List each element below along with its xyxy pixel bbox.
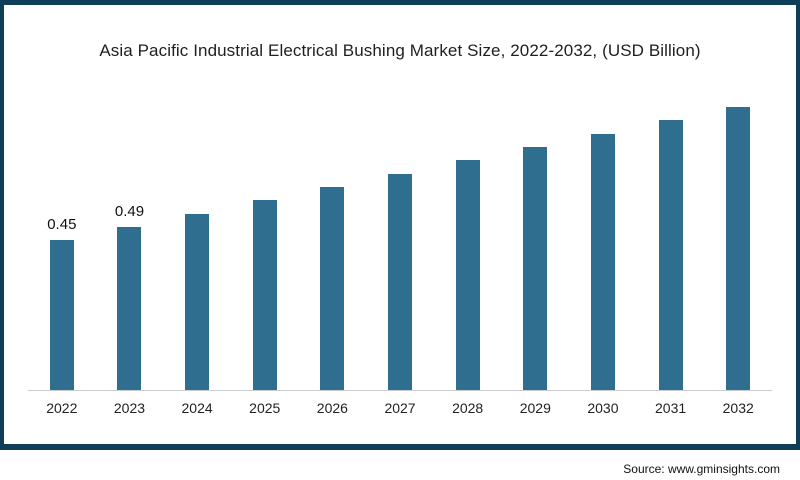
bar-2029 <box>523 147 548 390</box>
bar-slot-2022: 0.45 <box>28 216 96 390</box>
bar-2026 <box>320 187 345 390</box>
x-tick-2028: 2028 <box>452 400 484 416</box>
bar-slot-2026 <box>299 187 367 390</box>
bar-slot-2029 <box>501 147 569 390</box>
bar-2025 <box>252 200 277 390</box>
bar-slot-2032 <box>704 107 772 390</box>
bar-slot-2023: 0.49 <box>96 203 164 390</box>
source-credit: Source: www.gminsights.com <box>623 462 780 476</box>
x-tick-2025: 2025 <box>249 400 281 416</box>
bar-2023 <box>117 227 142 390</box>
plot-area: 0.45 0.49 <box>28 93 772 391</box>
x-tick-2023: 2023 <box>113 400 146 416</box>
x-tick-2027: 2027 <box>384 400 416 416</box>
data-label-2022: 0.45 <box>47 216 77 233</box>
bar-2030 <box>590 134 615 390</box>
bar-2031 <box>658 120 683 390</box>
bar-2022 <box>49 240 74 390</box>
bar-2032 <box>726 107 751 390</box>
bar-2028 <box>455 160 480 390</box>
x-tick-2030: 2030 <box>587 400 619 416</box>
x-tick-2022: 2022 <box>46 400 78 416</box>
chart-frame: Asia Pacific Industrial Electrical Bushi… <box>4 41 796 480</box>
chart-title: Asia Pacific Industrial Electrical Bushi… <box>99 41 701 60</box>
x-axis-tick-labels: 2022 2023 2024 2025 2026 2027 2028 2029 2030 2031… <box>28 391 772 416</box>
x-tick-2032: 2032 <box>722 400 754 416</box>
bar-slot-2025 <box>231 200 299 390</box>
x-tick-2024: 2024 <box>181 400 213 416</box>
bar-slot-2030 <box>569 134 637 390</box>
bar-2024 <box>185 214 210 390</box>
bar-2027 <box>388 174 413 390</box>
bar-slot-2028 <box>434 160 502 390</box>
x-tick-2026: 2026 <box>316 400 348 416</box>
x-tick-2031: 2031 <box>655 400 687 416</box>
bar-slot-2024 <box>163 214 231 390</box>
bar-slot-2027 <box>366 174 434 390</box>
bar-slot-2031 <box>637 120 705 390</box>
data-label-2023: 0.49 <box>114 203 145 220</box>
x-tick-2029: 2029 <box>519 400 551 416</box>
